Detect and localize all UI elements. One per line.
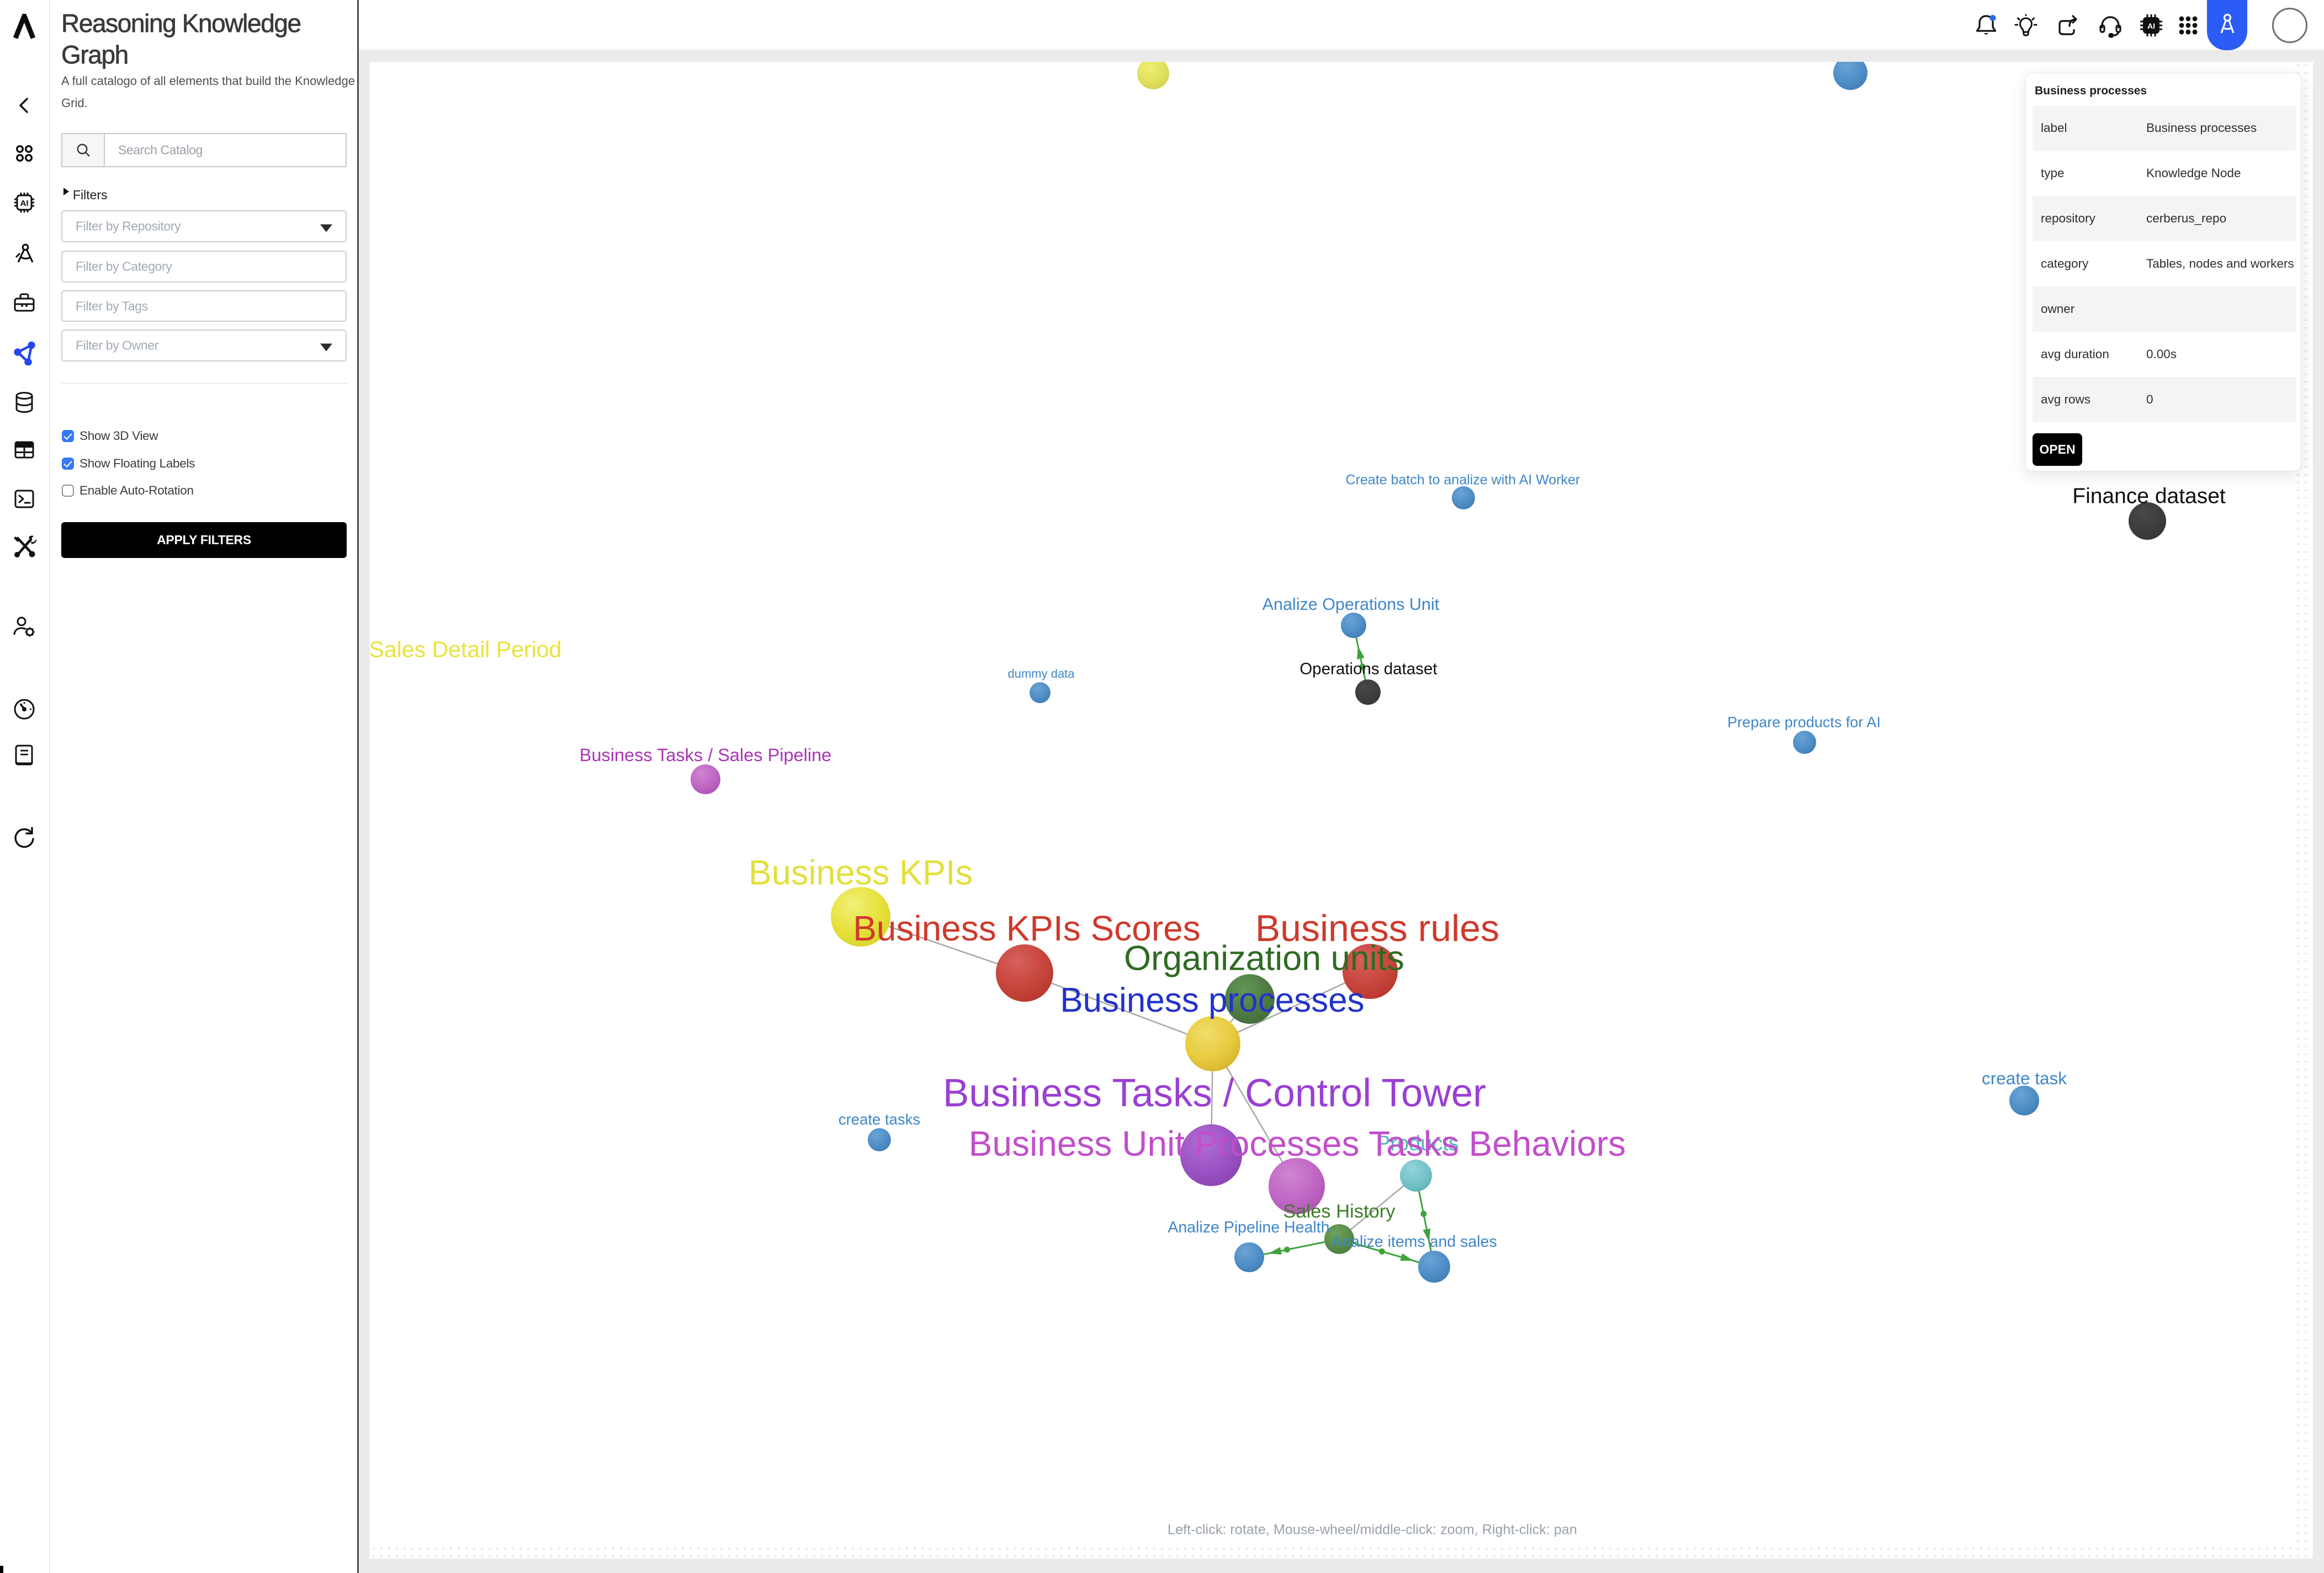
svg-text:AI: AI	[20, 199, 29, 208]
svg-text:AI: AI	[2147, 22, 2155, 30]
